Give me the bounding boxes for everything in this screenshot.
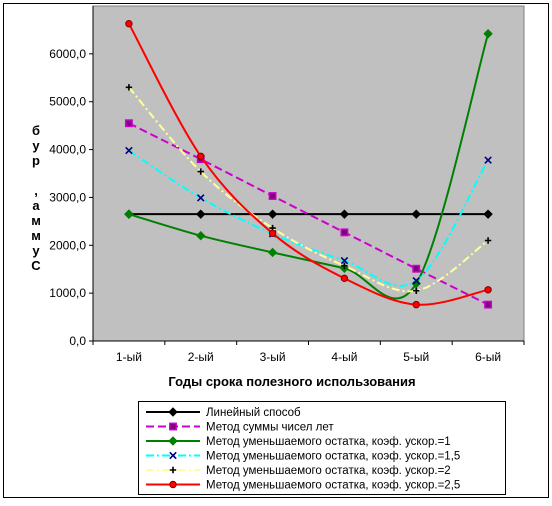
- data-point: [197, 152, 205, 160]
- data-point: [196, 194, 205, 202]
- x-tick-label: 6-ый: [475, 350, 501, 364]
- y-axis-title-char: м: [31, 213, 41, 228]
- y-tick-label: 2000,0: [49, 238, 86, 252]
- data-point: [197, 168, 204, 175]
- x-tick-label: 2-ый: [188, 350, 214, 364]
- data-point: [412, 264, 421, 273]
- legend: Линейный способ Метод суммы чисел лет Мето…: [146, 407, 460, 492]
- data-point: [340, 256, 349, 265]
- y-axis-title-char: м: [31, 228, 41, 243]
- legend-swatch-marker: [169, 422, 177, 431]
- legend-swatch-marker: [168, 407, 178, 417]
- series-layer: [124, 20, 493, 309]
- y-tick-label: 0,0: [69, 334, 86, 348]
- data-point: [484, 237, 492, 244]
- y-tick-label: 1000,0: [49, 286, 86, 300]
- y-tick-label: 6000,0: [49, 47, 86, 61]
- legend-label: Линейный способ: [206, 407, 301, 419]
- y-tick-label: 3000,0: [49, 190, 86, 204]
- data-point: [483, 209, 493, 219]
- data-point: [413, 287, 420, 294]
- legend-label: Метод уменьшаемого остатка, коэф. ускор.…: [206, 436, 451, 448]
- series-line: [128, 86, 489, 293]
- legend-label: Метод уменьшаемого остатка, коэф. ускор.…: [206, 465, 451, 477]
- legend-swatch-marker: [168, 436, 178, 446]
- legend-item: Метод суммы чисел лет: [146, 422, 334, 434]
- legend-swatch-marker: [169, 451, 177, 460]
- data-point: [484, 286, 492, 294]
- y-axis-title-char: р: [32, 153, 40, 168]
- x-axis: 1-ый 2-ый 3-ый 4-ый 5-ый 6-ый: [92, 340, 525, 364]
- data-point: [268, 192, 277, 200]
- data-point: [339, 209, 350, 219]
- data-point: [125, 146, 133, 155]
- y-tick-label: 5000,0: [49, 95, 86, 109]
- y-axis-title-char: у: [32, 243, 40, 258]
- data-point: [125, 84, 133, 91]
- legend-item: Метод уменьшаемого остатка, коэф. ускор.…: [146, 480, 460, 492]
- data-point: [124, 119, 133, 128]
- y-axis-title-char: б: [32, 123, 40, 138]
- data-point: [412, 276, 421, 285]
- y-axis-title-char: ,: [34, 183, 38, 198]
- data-point: [196, 209, 206, 219]
- legend-label: Метод суммы чисел лет: [206, 422, 334, 434]
- legend-label: Метод уменьшаемого остатка, коэф. ускор.…: [206, 480, 460, 492]
- data-point: [484, 300, 493, 309]
- x-axis-title: Годы срока полезного использования: [168, 374, 415, 389]
- legend-box: [138, 401, 506, 495]
- series-6: [125, 20, 492, 309]
- data-point: [340, 228, 349, 237]
- data-point: [125, 20, 133, 28]
- data-point: [483, 29, 493, 39]
- data-point: [411, 209, 421, 219]
- x-tick-label: 1-ый: [116, 350, 142, 364]
- data-point: [196, 231, 206, 241]
- y-axis-title-char: а: [32, 198, 40, 213]
- legend-item: Линейный способ: [146, 407, 301, 419]
- data-point: [341, 262, 348, 270]
- plot-area: [92, 5, 525, 342]
- series-line: [128, 122, 489, 306]
- series-line: [128, 149, 489, 287]
- legend-swatch-marker: [169, 466, 177, 474]
- y-tick-label: 4000,0: [49, 143, 86, 157]
- x-tick-label: 5-ый: [403, 350, 429, 364]
- legend-item: Метод уменьшаемого остатка, коэф. ускор.…: [146, 436, 451, 448]
- data-point: [124, 209, 134, 219]
- x-tick-label: 4-ый: [331, 350, 357, 364]
- data-point: [340, 274, 349, 283]
- y-axis-title-char: у: [32, 138, 40, 153]
- legend-swatch-marker: [169, 480, 177, 489]
- x-tick-label: 3-ый: [260, 350, 286, 364]
- data-point: [484, 156, 492, 164]
- y-axis-title-char: С: [31, 258, 41, 273]
- data-point: [268, 229, 277, 238]
- data-point: [412, 300, 420, 309]
- data-point: [267, 209, 278, 219]
- legend-label: Метод уменьшаемого остатка, коэф. ускор.…: [206, 451, 460, 463]
- data-point: [267, 247, 278, 258]
- y-axis: 0,0 1000,0 2000,0 3000,0 4000,0 5000,0 6000,0: [49, 6, 94, 348]
- legend-item: Метод уменьшаемого остатка, коэф. ускор.…: [146, 451, 460, 463]
- legend-item: Метод уменьшаемого остатка, коэф. ускор.…: [146, 465, 451, 477]
